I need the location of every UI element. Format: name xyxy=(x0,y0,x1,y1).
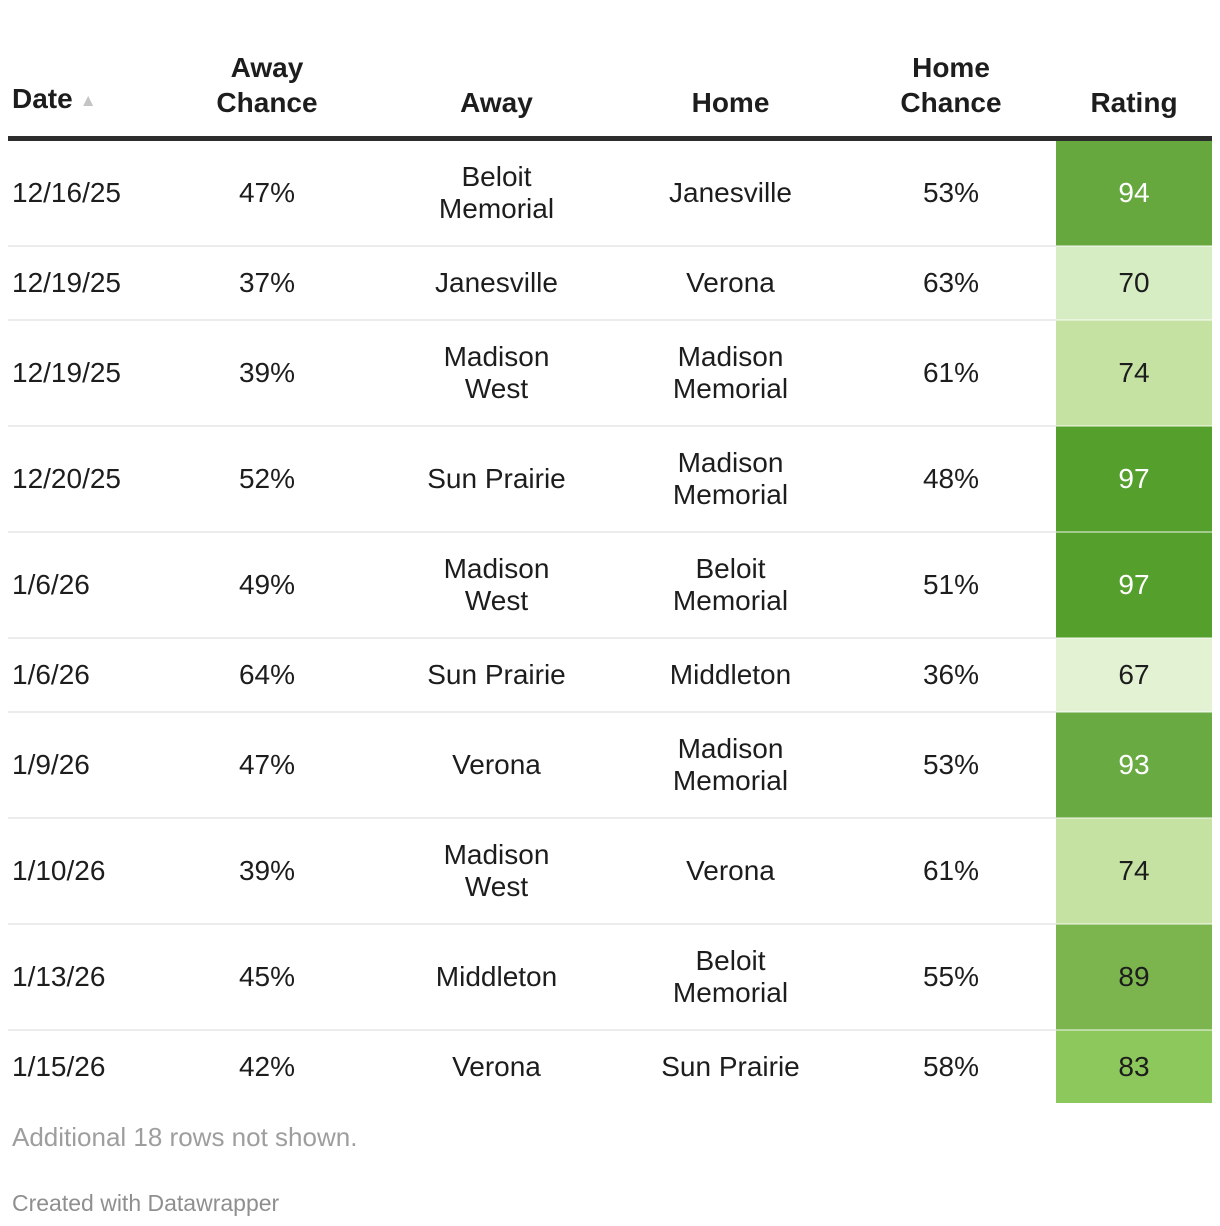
table-row: 1/13/26 45% Middleton Beloit Memorial 55% 89 xyxy=(8,924,1212,1031)
additional-rows-note: Additional 18 rows not shown. xyxy=(12,1122,358,1152)
home-chance-cell: 51% xyxy=(846,532,1056,639)
date-cell: 1/9/26 xyxy=(8,712,156,819)
column-header-date-label: Date xyxy=(12,83,73,114)
home-chance-cell: 63% xyxy=(846,246,1056,321)
away-chance-cell: 47% xyxy=(156,138,378,247)
home-chance-cell: 61% xyxy=(846,320,1056,427)
table-row: 12/19/25 39% Madison West Madison Memorial 6… xyxy=(8,320,1212,427)
home-chance-cell: 48% xyxy=(846,426,1056,533)
column-header-away-chance[interactable]: Away Chance xyxy=(156,22,378,141)
date-cell: 1/6/26 xyxy=(8,532,156,639)
rating-cell: 97 xyxy=(1056,532,1212,639)
home-chance-cell: 58% xyxy=(922,1051,980,1082)
table-row: 1/6/26 64% Sun Prairie Middleton 36% 67 xyxy=(8,638,1212,713)
column-header-date[interactable]: Date ▲ xyxy=(8,22,156,141)
rating-cell: 94 xyxy=(1056,138,1212,247)
date-cell: 12/20/25 xyxy=(8,426,156,533)
table-row: 1/15/26 42% Verona Sun Prairie 58% 83 xyxy=(8,1030,1212,1103)
date-cell: 1/6/26 xyxy=(8,638,156,713)
table-body: 12/16/25 47% Beloit Memorial Janesville 53% 9… xyxy=(8,138,1212,1103)
home-team-cell: Madison Memorial xyxy=(615,712,846,819)
date-cell: 1/10/26 xyxy=(8,818,156,925)
sort-ascending-icon: ▲ xyxy=(79,91,97,110)
away-chance-cell: 49% xyxy=(156,532,378,639)
away-chance-cell: 39% xyxy=(156,818,378,925)
home-team-cell: Beloit Memorial xyxy=(615,924,846,1031)
away-team-cell: Sun Prairie xyxy=(378,426,615,533)
away-chance-cell: 64% xyxy=(156,638,378,713)
home-chance-cell: 53% xyxy=(846,138,1056,247)
games-table: Date ▲ Away Chance Away Home Home Chance … xyxy=(8,22,1212,1103)
date-cell: 1/13/26 xyxy=(8,924,156,1031)
rating-cell: 93 xyxy=(1056,712,1212,819)
home-team-cell: Madison Memorial xyxy=(615,426,846,533)
home-team-cell: Beloit Memorial xyxy=(615,532,846,639)
away-chance-cell: 47% xyxy=(156,712,378,819)
away-team-cell: Middleton xyxy=(378,924,615,1031)
rating-cell: 74 xyxy=(1056,320,1212,427)
home-chance-cell: 53% xyxy=(846,712,1056,819)
date-cell: 1/15/26 xyxy=(12,1051,106,1082)
away-team-cell: Verona xyxy=(378,712,615,819)
table-row: 12/19/25 37% Janesville Verona 63% 70 xyxy=(8,246,1212,321)
away-chance-cell: 37% xyxy=(156,246,378,321)
datawrapper-attribution-link[interactable]: Created with Datawrapper xyxy=(12,1190,280,1216)
away-chance-cell: 45% xyxy=(156,924,378,1031)
home-team-cell: Verona xyxy=(615,818,846,925)
rating-cell: 74 xyxy=(1056,818,1212,925)
away-team-cell: Verona xyxy=(452,1051,541,1082)
home-chance-cell: 55% xyxy=(846,924,1056,1031)
table-row: 1/9/26 47% Verona Madison Memorial 53% 93 xyxy=(8,712,1212,819)
away-team-cell: Madison West xyxy=(378,818,615,925)
column-header-home-chance[interactable]: Home Chance xyxy=(846,22,1056,141)
away-team-cell: Sun Prairie xyxy=(378,638,615,713)
rating-cell: 97 xyxy=(1056,426,1212,533)
home-chance-cell: 36% xyxy=(846,638,1056,713)
header-row: Date ▲ Away Chance Away Home Home Chance … xyxy=(8,22,1212,141)
table-row: 12/16/25 47% Beloit Memorial Janesville 53% 9… xyxy=(8,138,1212,247)
away-team-cell: Madison West xyxy=(378,532,615,639)
rating-cell: 70 xyxy=(1056,246,1212,321)
home-team-cell: Sun Prairie xyxy=(661,1051,800,1082)
home-team-cell: Madison Memorial xyxy=(615,320,846,427)
column-header-away[interactable]: Away xyxy=(378,22,615,141)
table-header: Date ▲ Away Chance Away Home Home Chance … xyxy=(8,22,1212,141)
home-team-cell: Janesville xyxy=(615,138,846,247)
away-chance-cell: 52% xyxy=(156,426,378,533)
home-team-cell: Middleton xyxy=(615,638,846,713)
rating-cell: 67 xyxy=(1056,638,1212,713)
home-team-cell: Verona xyxy=(615,246,846,321)
date-cell: 12/19/25 xyxy=(8,246,156,321)
rating-cell: 89 xyxy=(1056,924,1212,1031)
date-cell: 12/19/25 xyxy=(8,320,156,427)
away-team-cell: Madison West xyxy=(378,320,615,427)
table-row: 1/6/26 49% Madison West Beloit Memorial 51% 9… xyxy=(8,532,1212,639)
table-row: 1/10/26 39% Madison West Verona 61% 74 xyxy=(8,818,1212,925)
away-chance-cell: 42% xyxy=(238,1051,296,1082)
away-team-cell: Janesville xyxy=(378,246,615,321)
date-cell: 12/16/25 xyxy=(8,138,156,247)
home-chance-cell: 61% xyxy=(846,818,1056,925)
away-team-cell: Beloit Memorial xyxy=(378,138,615,247)
away-chance-cell: 39% xyxy=(156,320,378,427)
rating-cell: 83 xyxy=(1056,1030,1212,1103)
column-header-home[interactable]: Home xyxy=(615,22,846,141)
column-header-rating[interactable]: Rating xyxy=(1056,22,1212,141)
table-row: 12/20/25 52% Sun Prairie Madison Memorial 48… xyxy=(8,426,1212,533)
